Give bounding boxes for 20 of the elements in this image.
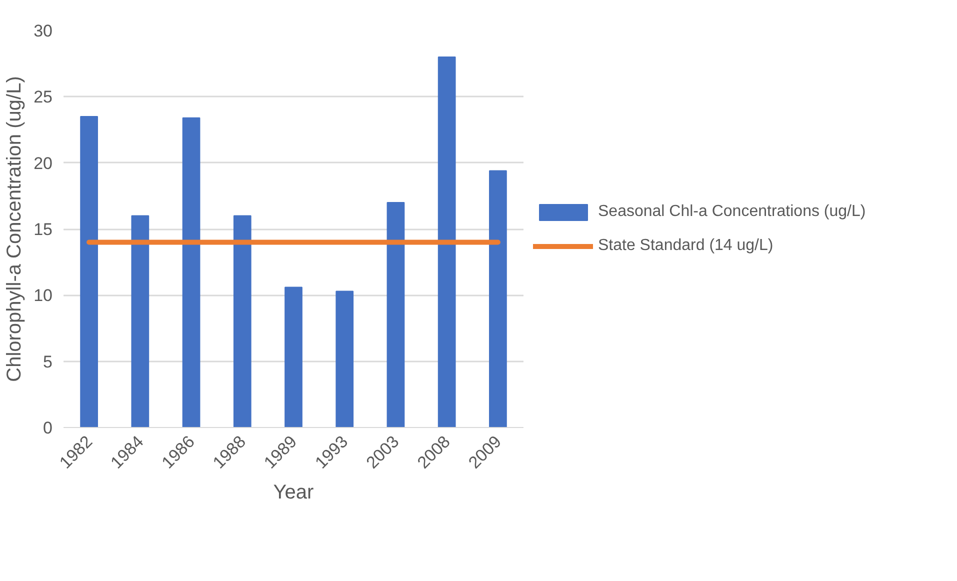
x-axis-title: Year xyxy=(273,482,314,504)
legend-label: State Standard (14 ug/L) xyxy=(598,236,774,254)
legend-label: Seasonal Chl-a Concentrations (ug/L) xyxy=(598,202,866,220)
bar xyxy=(489,170,507,428)
y-tick-label: 20 xyxy=(34,154,53,173)
bar xyxy=(80,116,98,428)
bar xyxy=(284,286,302,428)
y-tick-label: 15 xyxy=(34,220,53,239)
y-tick-label: 5 xyxy=(43,352,53,372)
y-axis-title: Chlorophyll-a Concentration (ug/L) xyxy=(4,76,26,382)
y-tick-label: 30 xyxy=(34,22,53,40)
y-tick-label: 10 xyxy=(34,286,53,306)
bar xyxy=(182,117,200,428)
bar xyxy=(233,215,252,428)
bar xyxy=(336,290,354,428)
y-tick-label: 25 xyxy=(34,88,53,107)
bar xyxy=(131,215,150,428)
bar xyxy=(438,56,456,428)
y-tick-label: 0 xyxy=(43,418,53,438)
bar xyxy=(386,202,405,428)
